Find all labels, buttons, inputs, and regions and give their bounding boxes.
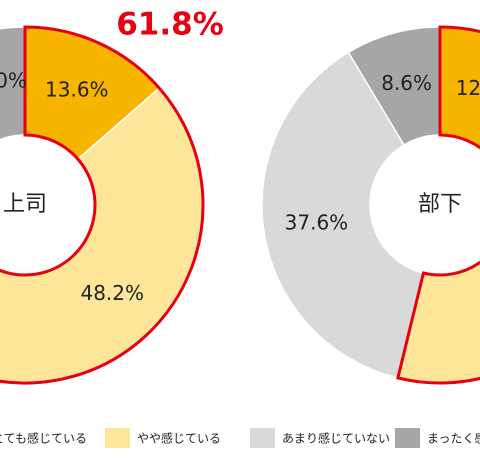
donut-segment [261, 51, 425, 379]
value-label: 48.2% [80, 281, 144, 305]
legend-swatch [395, 428, 420, 448]
highlight-outline [0, 25, 205, 385]
value-label: 37.6% [285, 210, 349, 234]
legend-label: とても感じている [0, 431, 87, 446]
legend-label: やや感じている [137, 431, 221, 446]
legend-swatch [105, 428, 130, 448]
value-label: 6.0% [0, 69, 27, 93]
legend-swatch [250, 428, 275, 448]
legend-label: まったく感じていない [427, 431, 480, 446]
value-label: 13.6% [45, 78, 109, 102]
legend-label: あまり感じていない [282, 431, 390, 446]
center-label: 上司 [3, 192, 47, 217]
value-label: 12.4% [456, 76, 480, 100]
center-label: 部下 [418, 192, 462, 217]
annotation: 61.8% [116, 7, 224, 43]
value-label: 8.6% [381, 71, 432, 95]
